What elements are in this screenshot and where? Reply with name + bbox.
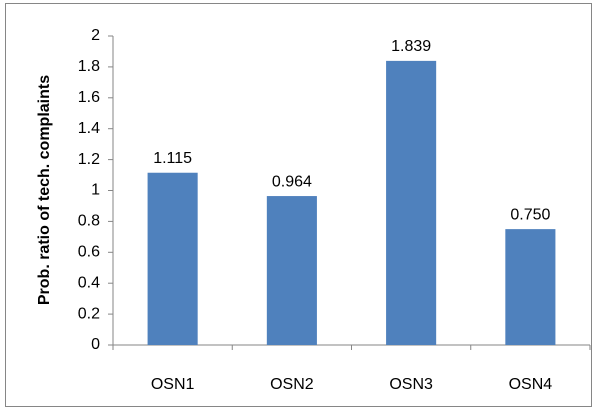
y-axis-label: Prob. ratio of tech. complaints bbox=[36, 75, 53, 305]
y-tick-label: 1.8 bbox=[78, 58, 100, 75]
y-tick-label: 1.2 bbox=[78, 151, 100, 168]
value-label: 1.115 bbox=[153, 150, 192, 167]
value-label: 0.964 bbox=[272, 173, 312, 190]
y-tick-label: 0.2 bbox=[78, 305, 100, 322]
bar bbox=[386, 60, 437, 345]
x-tick-label: OSN2 bbox=[270, 376, 314, 393]
value-label: 0.750 bbox=[510, 206, 550, 223]
y-tick-label: 2 bbox=[91, 27, 100, 44]
x-tick-label: OSN4 bbox=[509, 376, 553, 393]
y-tick-label: 1.6 bbox=[78, 89, 100, 106]
y-tick-label: 0 bbox=[91, 336, 100, 353]
y-tick-label: 0.4 bbox=[78, 274, 100, 291]
y-tick-label: 1 bbox=[91, 182, 100, 199]
x-tick-label: OSN3 bbox=[389, 376, 433, 393]
bar bbox=[147, 172, 198, 345]
value-label: 1.839 bbox=[391, 38, 431, 55]
y-tick-label: 1.4 bbox=[78, 120, 100, 137]
y-tick-label: 0.8 bbox=[78, 213, 100, 230]
bar bbox=[505, 229, 556, 345]
x-tick-label: OSN1 bbox=[151, 376, 195, 393]
y-tick-label: 0.6 bbox=[78, 244, 100, 261]
bar bbox=[266, 196, 317, 345]
